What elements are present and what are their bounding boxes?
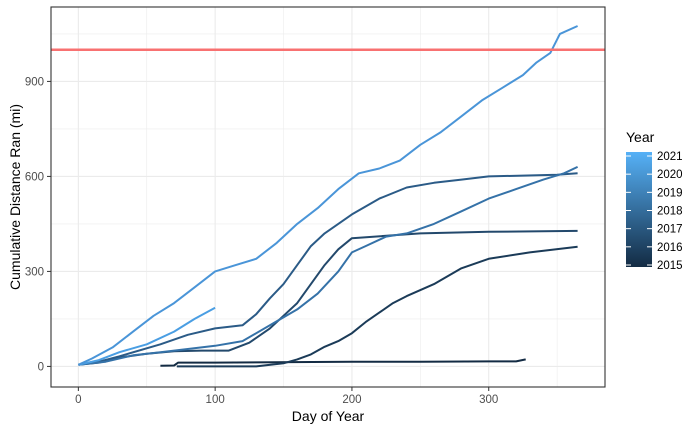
legend-title: Year <box>626 129 655 145</box>
series-line-2021 <box>77 25 579 366</box>
series-line-2019 <box>78 165 579 366</box>
series-line-2018 <box>78 172 578 366</box>
y-tick-label: 0 <box>38 361 44 373</box>
series-line-2020 <box>78 306 216 366</box>
legend: Year <box>626 129 655 267</box>
y-tick-label: 900 <box>25 76 44 88</box>
plot-panel-border <box>50 6 606 388</box>
legend-label-2017: 2017 <box>657 224 683 236</box>
series-line-2016 <box>176 245 578 368</box>
x-axis-title: Day of Year <box>292 408 365 424</box>
legend-label-2021: 2021 <box>657 151 683 163</box>
ticks: 0 100 200 300 0 300 600 900 <box>25 76 499 406</box>
legend-label-2019: 2019 <box>657 187 683 199</box>
x-tick-label: 200 <box>342 394 361 406</box>
legend-label-2015: 2015 <box>657 260 683 272</box>
legend-labels: 2021 2020 2019 2018 2017 2016 2015 <box>626 151 683 272</box>
series-line-2015 <box>160 358 526 367</box>
y-tick-label: 300 <box>25 266 44 278</box>
legend-label-2016: 2016 <box>657 242 683 254</box>
x-tick-label: 100 <box>206 394 225 406</box>
legend-colorbar <box>626 152 652 267</box>
x-tick-label: 0 <box>75 394 81 406</box>
series-group <box>77 25 579 368</box>
x-tick-label: 300 <box>479 394 498 406</box>
y-tick-label: 600 <box>25 171 44 183</box>
y-axis-title: Cumulative Distance Ran (mi) <box>7 104 23 290</box>
legend-label-2020: 2020 <box>657 169 683 181</box>
legend-label-2018: 2018 <box>657 206 683 218</box>
